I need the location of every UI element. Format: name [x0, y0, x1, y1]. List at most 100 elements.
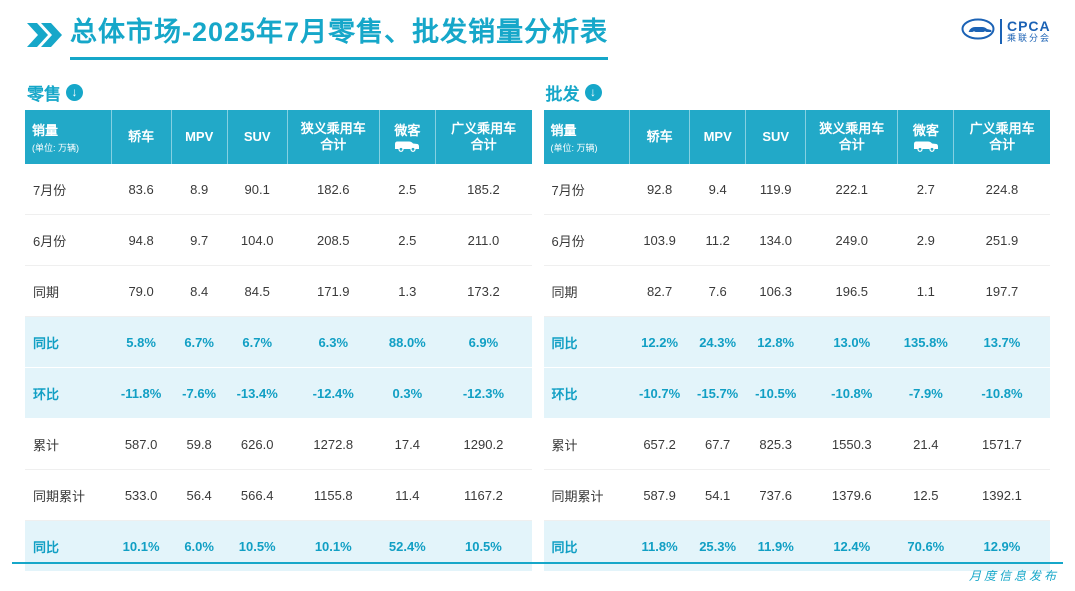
column-header-mpv: MPV — [171, 110, 228, 165]
retail-label-text: 零售 — [27, 85, 61, 105]
retail-section: 零售 ↓ 销量 (单位: 万辆) 轿车 MPV SUV 狭义乘用车 合计 微客 广义乘用车 合… — [25, 80, 532, 573]
column-header-narrow-pv-total: 狭义乘用车 合计 — [287, 110, 380, 165]
cpca-logo-icon — [961, 18, 995, 45]
cell-june-sedan: 94.8 — [111, 214, 172, 267]
cell-prev-cumulative-microvan: 12.5 — [897, 469, 954, 522]
down-arrow-icon: ↓ — [584, 84, 602, 102]
cell-cumulative-mpv: 67.7 — [689, 418, 746, 471]
retail-row-yoy: 同比 5.8% 6.7% 6.7% 6.3% 88.0% 6.9% — [25, 316, 532, 369]
sales-volume-header: 销量 (单位: 万辆) — [543, 110, 631, 165]
column-header-suv: SUV — [227, 110, 288, 165]
wholesale-row-mom: 环比 -10.7% -15.7% -10.5% -10.8% -7.9% -10.8% — [543, 367, 1050, 420]
cell-june-sedan: 103.9 — [629, 214, 690, 267]
cell-prev-cumulative-mpv: 56.4 — [171, 469, 228, 522]
retail-row-prev-year: 同期 79.0 8.4 84.5 171.9 1.3 173.2 — [25, 265, 532, 318]
sales-volume-label: 销量 — [550, 123, 577, 139]
cell-yoy-mpv: 6.7% — [171, 316, 228, 369]
cell-mom-mpv: -7.6% — [171, 367, 228, 420]
cell-prev-cumulative-sedan: 533.0 — [111, 469, 172, 522]
footer-text: 月度信息发布 — [968, 569, 1059, 583]
wholesale-row-prev-cumulative: 同期累计 587.9 54.1 737.6 1379.6 12.5 1392.1 — [543, 469, 1050, 522]
cell-mom-broad-pv-total: -10.8% — [953, 367, 1050, 420]
row-label-july: 7月份 — [25, 164, 112, 216]
column-header-label: 轿车 — [646, 129, 673, 145]
column-header-label: 广义乘用车 合计 — [451, 121, 517, 153]
row-label-july: 7月份 — [543, 164, 630, 216]
down-arrow-icon: ↓ — [66, 84, 83, 102]
retail-row-mom: 环比 -11.8% -7.6% -13.4% -12.4% 0.3% -12.3% — [25, 367, 532, 420]
cell-prev-year-mpv: 8.4 — [171, 265, 228, 318]
cell-prev-cumulative-suv: 737.6 — [745, 469, 806, 522]
cell-june-microvan: 2.5 — [379, 214, 436, 267]
cell-cumulative-sedan: 587.0 — [111, 418, 172, 471]
page-footer: 月度信息发布 — [12, 562, 1063, 585]
row-label-cumulative: 累计 — [25, 418, 112, 471]
cell-july-broad-pv-total: 224.8 — [953, 164, 1050, 216]
cell-prev-year-broad-pv-total: 197.7 — [953, 265, 1050, 318]
wholesale-section: 批发 ↓ 销量 (单位: 万辆) 轿车 MPV SUV 狭义乘用车 合计 微客 广义乘用车 合… — [543, 80, 1051, 573]
cell-prev-year-microvan: 1.1 — [897, 265, 954, 318]
column-header-label: MPV — [703, 129, 732, 145]
row-label-mom: 环比 — [543, 367, 630, 420]
cell-mom-narrow-pv-total: -10.8% — [805, 367, 898, 420]
cell-yoy-suv: 12.8% — [745, 316, 806, 369]
cell-cumulative-sedan: 657.2 — [629, 418, 690, 471]
column-header-label: 狭义乘用车 合计 — [819, 121, 885, 153]
cell-prev-year-microvan: 1.3 — [379, 265, 436, 318]
cell-prev-cumulative-broad-pv-total: 1392.1 — [953, 469, 1050, 522]
wholesale-row-june: 6月份 103.9 11.2 134.0 249.0 2.9 251.9 — [543, 214, 1050, 267]
column-header-microvan: 微客 — [897, 110, 955, 165]
wholesale-row-yoy: 同比 12.2% 24.3% 12.8% 13.0% 135.8% 13.7% — [543, 316, 1050, 369]
wholesale-table: 销量 (单位: 万辆) 轿车 MPV SUV 狭义乘用车 合计 微客 广义乘用车 合计 7月份 9… — [543, 110, 1050, 573]
cell-cumulative-microvan: 17.4 — [379, 418, 436, 471]
column-header-suv: SUV — [745, 110, 807, 165]
cell-july-mpv: 9.4 — [689, 164, 746, 216]
cell-prev-cumulative-narrow-pv-total: 1155.8 — [287, 469, 380, 522]
cell-june-broad-pv-total: 211.0 — [435, 214, 532, 267]
column-header-broad-pv-total: 广义乘用车 合计 — [953, 110, 1050, 165]
cell-july-broad-pv-total: 185.2 — [435, 164, 532, 216]
cell-cumulative-narrow-pv-total: 1272.8 — [287, 418, 380, 471]
cell-yoy-suv: 6.7% — [227, 316, 288, 369]
cell-prev-year-narrow-pv-total: 196.5 — [805, 265, 898, 318]
column-header-narrow-pv-total: 狭义乘用车 合计 — [805, 110, 899, 165]
wholesale-section-label: 批发 ↓ — [546, 80, 1051, 105]
cell-yoy-mpv: 24.3% — [689, 316, 746, 369]
column-header-mpv: MPV — [689, 110, 747, 165]
cell-mom-suv: -10.5% — [745, 367, 806, 420]
row-label-june: 6月份 — [25, 214, 112, 267]
cell-cumulative-broad-pv-total: 1290.2 — [435, 418, 532, 471]
cell-july-sedan: 83.6 — [111, 164, 172, 216]
van-icon — [900, 140, 951, 152]
sales-volume-label: 销量 — [32, 123, 59, 139]
cell-mom-sedan: -11.8% — [111, 367, 172, 420]
cell-yoy-broad-pv-total: 13.7% — [953, 316, 1050, 369]
cell-yoy-sedan: 5.8% — [111, 316, 172, 369]
tables-area: 零售 ↓ 销量 (单位: 万辆) 轿车 MPV SUV 狭义乘用车 合计 微客 广义乘用车 合… — [0, 60, 1075, 573]
cell-july-mpv: 8.9 — [171, 164, 228, 216]
cell-june-narrow-pv-total: 249.0 — [805, 214, 898, 267]
wholesale-row-prev-year: 同期 82.7 7.6 106.3 196.5 1.1 197.7 — [543, 265, 1050, 318]
row-label-prev-cumulative: 同期累计 — [25, 469, 112, 522]
cell-mom-mpv: -15.7% — [689, 367, 746, 420]
cell-prev-year-suv: 84.5 — [227, 265, 288, 318]
sales-volume-unit: (单位: 万辆) — [32, 143, 79, 154]
cell-mom-sedan: -10.7% — [629, 367, 690, 420]
column-header-label: 狭义乘用车 合计 — [300, 121, 366, 153]
cell-july-suv: 90.1 — [227, 164, 288, 216]
cell-prev-cumulative-microvan: 11.4 — [379, 469, 436, 522]
cell-prev-year-sedan: 82.7 — [629, 265, 690, 318]
cell-cumulative-suv: 825.3 — [745, 418, 806, 471]
page-header: 总体市场-2025年7月零售、批发销量分析表 CPCA 乘联分会 — [0, 0, 1075, 61]
column-header-microvan: 微客 — [379, 110, 436, 165]
cell-june-microvan: 2.9 — [897, 214, 954, 267]
cell-prev-year-suv: 106.3 — [745, 265, 806, 318]
retail-row-june: 6月份 94.8 9.7 104.0 208.5 2.5 211.0 — [25, 214, 532, 267]
cell-prev-cumulative-narrow-pv-total: 1379.6 — [805, 469, 898, 522]
cell-cumulative-mpv: 59.8 — [171, 418, 228, 471]
cell-yoy-microvan: 88.0% — [379, 316, 436, 369]
column-header-label: 广义乘用车 合计 — [969, 121, 1035, 153]
cell-yoy-broad-pv-total: 6.9% — [435, 316, 532, 369]
cpca-logo: CPCA 乘联分会 — [961, 16, 1051, 45]
cell-july-microvan: 2.7 — [897, 164, 954, 216]
